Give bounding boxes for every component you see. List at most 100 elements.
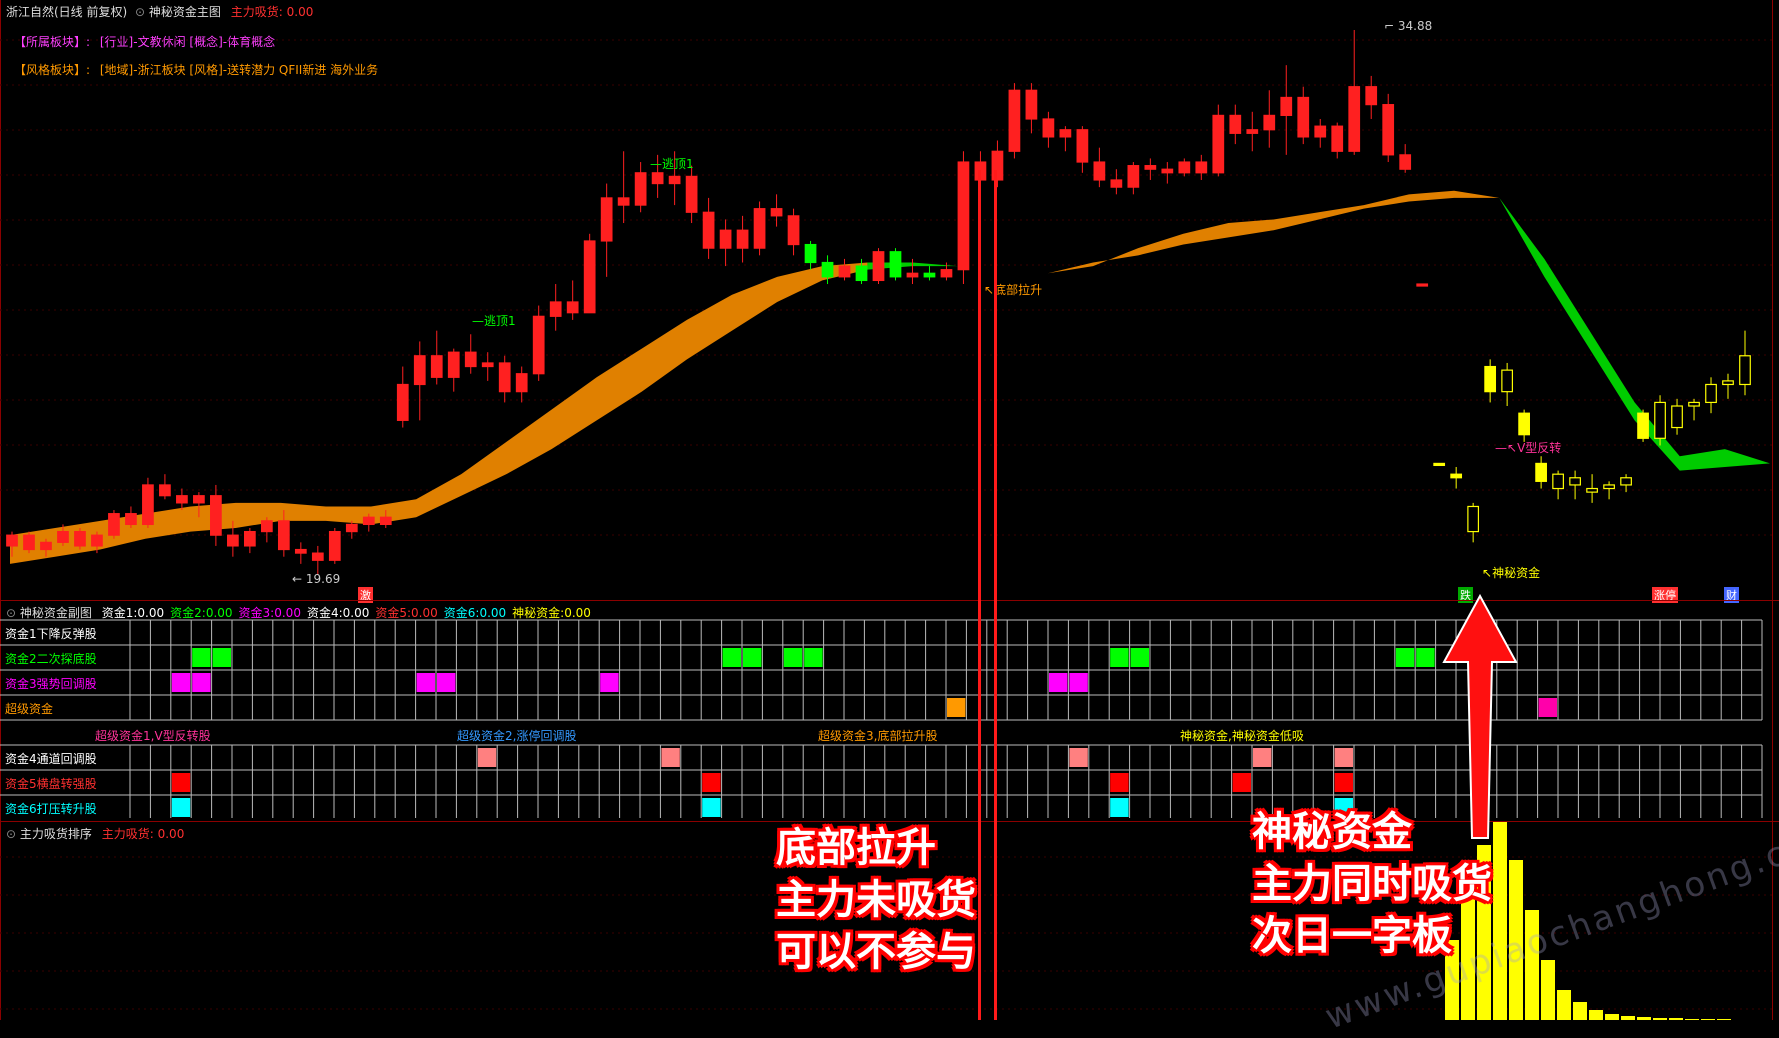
badge-mid[interactable]: 跌 [1458,587,1473,603]
candle-body [125,513,137,526]
candle-body [600,197,613,242]
matrix-cell [171,773,191,792]
matrix-cell [600,673,619,692]
matrix-row-label-bottom-3: 资金6打压转升股 [5,802,97,816]
matrix-cell [1130,648,1149,667]
matrix-cell [416,673,435,692]
candle-body [1331,125,1344,152]
collapse-icon-2[interactable]: ⊙ [6,827,17,841]
badge-right-2[interactable]: 财 [1724,587,1739,603]
candle-body [1688,401,1700,407]
candle-body [1229,114,1242,134]
low-price-label: ← 19.69 [292,572,341,586]
matrix-row-label-top-2: 资金2二次探底股 [5,652,97,666]
candle-body [1739,355,1751,386]
sub-item-value-5: 0.00 [411,606,438,620]
candle-body [464,351,477,368]
industry-row: 【所属板块】: [行业]-文教休闲 [概念]-体育概念 [14,33,275,50]
candle-body [787,215,800,246]
main-chart [0,30,1772,575]
sub-item-label-7: 神秘资金: [512,606,565,620]
matrix-legend-2: 超级资金2,涨停回调股 [457,729,577,743]
callout-right-line-3: 次日一字板 [1252,913,1452,959]
matrix-cell [947,698,966,717]
candle-body [413,355,426,386]
matrix-cell [702,773,721,792]
candle-body [176,495,188,504]
candle-body [91,534,103,547]
candle-body [294,548,307,554]
bottom-panel-value: 0.00 [157,827,185,841]
escape-top-text-2: 逃顶1 [662,157,694,171]
highlight-line-left [978,170,981,1020]
candle-body [1416,283,1429,287]
high-price-label: ⌐ 34.88 [1384,19,1433,33]
candle-body [23,534,35,551]
candle-body [549,301,562,317]
collapse-icon[interactable]: ⊙ [6,606,17,620]
candle-body [74,530,86,547]
candle-body [1518,412,1530,436]
candle-body [1042,118,1055,138]
matrix-cell [1110,648,1129,667]
highlight-line-right [994,170,997,1020]
candle-body [1093,161,1106,181]
matrix-row-label-top-1: 资金1下降反弹股 [5,627,97,641]
candle-body [1076,129,1089,163]
candle-body [634,172,647,206]
matrix-legend-4: 神秘资金,神秘资金低吸 [1180,729,1304,743]
candle-body [770,208,783,217]
band-falling-2 [1499,197,1770,471]
bottom-panel-label: 主力吸货: [101,827,154,841]
sub-panel-header: ⊙ 神秘资金副图 资金1:0.00 资金2:0.00 资金3:0.00 资金4:0.0… [6,604,591,621]
matrix-cell [722,648,741,667]
candle-body [243,530,256,547]
badge-right-1[interactable]: 涨停 [1652,587,1678,603]
sub-item-label-6: 资金6: [443,606,480,620]
callout-left: 底部拉升 主力未吸货 可以不参与 [776,822,976,978]
candle-body [1212,114,1225,174]
absorption-bar [1669,1018,1683,1020]
sub-item-label-4: 资金4: [306,606,343,620]
candle-body [227,534,239,547]
frame-right [1772,0,1773,1020]
candle-body [1263,114,1276,131]
matrix-row-label-top-4: 超级资金 [5,702,54,716]
sub-item-value-1: 0.00 [137,606,165,620]
sub-item-value-7: 0.00 [564,606,591,620]
absorption-bar [1621,1016,1635,1020]
candle-body [957,161,970,271]
absorption-bar [1637,1017,1651,1020]
candle-body [1110,179,1123,188]
chevron-down-icon[interactable]: ⊙ [135,5,146,19]
frame-left [0,0,1,1020]
sub-item-label-5: 资金5: [375,606,412,620]
sub-item-value-6: 0.00 [479,606,507,620]
escape-top-label-1: —逃顶1 [472,314,516,328]
matrix-cell [1069,748,1088,767]
candle-body [940,269,953,278]
matrix-cell [192,648,211,667]
candle-body [328,530,341,561]
absorption-bar [1493,822,1507,1020]
bottom-panel-header: ⊙ 主力吸货排序 主力吸货: 0.00 [6,825,184,842]
badge-left[interactable]: 激 [358,587,373,603]
candle-body [40,541,52,551]
stock-name: 浙江自然(日线 前复权) [6,5,128,19]
candle-body [362,516,375,526]
candle-body [1144,165,1157,170]
absorption-bar [1509,860,1523,1020]
matrix-cell [661,748,680,767]
matrix-cell [477,748,497,767]
escape-top-label-2: —逃顶1 [650,157,694,171]
candle-body [1654,401,1666,439]
candle-body [702,211,715,249]
absorption-bar [1589,1010,1603,1020]
candle-body [617,197,630,206]
candle-body [566,301,579,314]
callout-left-line-2: 主力未吸货 [776,877,976,923]
matrix-cell [212,648,231,667]
candle-body [1127,165,1140,188]
absorption-bar [1445,940,1459,1020]
matrix-cell [1049,673,1068,692]
